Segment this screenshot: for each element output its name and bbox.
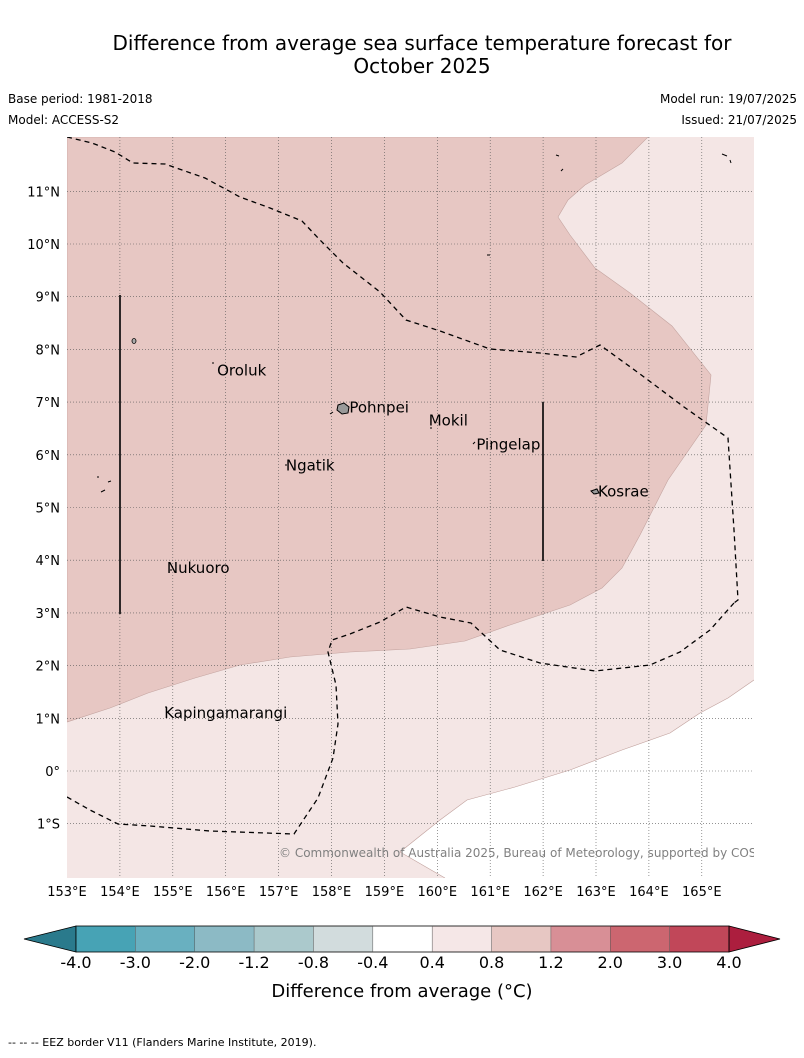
colorbar-tick-label: 0.4: [419, 953, 444, 972]
colorbar-segment: [76, 926, 136, 952]
longitude-tick-label: 161°E: [470, 885, 510, 900]
longitude-tick-label: 153°E: [47, 885, 87, 900]
colorbar-segment: [669, 926, 729, 952]
latitude-tick-label: 3°N: [36, 607, 61, 622]
colorbar-segment: [550, 926, 611, 952]
colorbar-tick-label: -0.8: [298, 953, 329, 972]
pohnpei-island-icon: [336, 402, 350, 415]
chart-title: Difference from average sea surface temp…: [20, 32, 804, 78]
colorbar: -4.0 -3.0 -2.0 -1.2 -0.8 -0.4 0.4 0.8 1.2 2.0 3.0 4…: [23, 925, 781, 972]
longitude-tick-label: 165°E: [682, 885, 722, 900]
colorbar-tick-label: 2.0: [598, 953, 623, 972]
colorbar-segment: [135, 926, 195, 952]
credit-text: © Commonwealth of Australia 2025, Bureau…: [279, 846, 784, 860]
islet-icon: [131, 338, 137, 344]
latitude-tick-label: 5°N: [36, 502, 61, 517]
colorbar-tick-label: 3.0: [657, 953, 682, 972]
latitude-tick-label: 1°N: [36, 712, 61, 727]
legend-note: -- -- -- EEZ border V11 (Flanders Marine…: [8, 1036, 317, 1049]
place-label: Pingelap: [476, 435, 540, 453]
place-label: Pohnpei: [349, 398, 409, 416]
colorbar-segment: [610, 926, 670, 952]
colorbar-segment: [432, 926, 492, 952]
eez-border: [67, 137, 739, 835]
latitude-tick-label: 7°N: [36, 396, 61, 411]
longitude-tick-label: 164°E: [629, 885, 669, 900]
colorbar-tick-label: 1.2: [538, 953, 563, 972]
colorbar-extension-high: [728, 925, 781, 953]
latitude-tick-label: 2°N: [36, 660, 61, 675]
colorbar-segment: [491, 926, 551, 952]
colorbar-extension-low: [23, 925, 77, 953]
map-panel: Oroluk Pohnpei Mokil Pingelap Ngatik Kosrae Nu…: [67, 137, 784, 878]
latitude-tick-label: 9°N: [36, 291, 61, 306]
colorbar-tick-label: -3.0: [120, 953, 151, 972]
islet-icon: [555, 154, 564, 172]
islet-icon: [329, 411, 334, 415]
anomaly-band-neutral: [400, 680, 754, 878]
latitude-tick-label: 11°N: [27, 185, 60, 200]
latitude-tick-label: 10°N: [27, 238, 60, 253]
colorbar-tick-label: -1.2: [238, 953, 269, 972]
colorbar-segment: [372, 926, 433, 952]
islet-icon: [165, 362, 476, 708]
base-period-text: Base period: 1981-2018: [8, 92, 153, 106]
longitude-tick-label: 156°E: [206, 885, 246, 900]
band-boundary-lower: [399, 679, 754, 878]
place-labels: Oroluk Pohnpei Mokil Pingelap Ngatik Kosrae Nu…: [164, 361, 648, 722]
colorbar-segment: [313, 926, 373, 952]
colorbar-segment: [254, 926, 314, 952]
latitude-tick-label: 8°N: [36, 343, 61, 358]
latitude-tick-label: 6°N: [36, 449, 61, 464]
colorbar-tick-label: -2.0: [179, 953, 210, 972]
anomaly-band-medium: [67, 137, 712, 723]
latitude-axis: 11°N 10°N 9°N 8°N 7°N 6°N 5°N 4°N 3°N 2°N 1°N 0° 1°S: [27, 185, 60, 832]
colorbar-tick-label: -4.0: [60, 953, 91, 972]
issued-text: Issued: 21/07/2025: [681, 113, 797, 127]
colorbar-frame: [75, 925, 730, 953]
longitude-tick-label: 157°E: [259, 885, 299, 900]
longitude-axis: 153°E 154°E 155°E 156°E 157°E 158°E 159°E 160°E…: [47, 885, 721, 900]
longitude-tick-label: 158°E: [312, 885, 352, 900]
longitude-tick-label: 160°E: [418, 885, 458, 900]
place-label: Nukuoro: [167, 559, 230, 577]
colorbar-tick-label: -0.4: [357, 953, 388, 972]
colorbar-segment: [194, 926, 255, 952]
longitude-tick-label: 154°E: [100, 885, 140, 900]
graticule: [67, 137, 754, 878]
place-label: Kosrae: [598, 483, 649, 501]
place-label: Ngatik: [286, 456, 335, 474]
latitude-tick-label: 1°S: [37, 818, 60, 833]
colorbar-tick-label: 4.0: [716, 953, 741, 972]
longitude-tick-label: 163°E: [576, 885, 616, 900]
model-text: Model: ACCESS-S2: [8, 113, 120, 127]
latitude-tick-label: 4°N: [36, 554, 61, 569]
colorbar-tick-label: 0.8: [479, 953, 504, 972]
model-run-text: Model run: 19/07/2025: [659, 92, 797, 106]
islet-icon: [97, 476, 112, 493]
eez-border-south: [67, 602, 735, 835]
title-line-2: October 2025: [353, 54, 491, 78]
longitude-tick-label: 155°E: [153, 885, 193, 900]
longitude-tick-label: 162°E: [523, 885, 563, 900]
longitude-tick-label: 159°E: [365, 885, 405, 900]
place-label: Oroluk: [217, 361, 266, 379]
islet-icon: [721, 153, 732, 164]
place-label: Kapingamarangi: [164, 704, 287, 722]
place-label: Mokil: [429, 412, 468, 430]
colorbar-label: Difference from average (°C): [271, 981, 532, 1002]
latitude-tick-label: 0°: [45, 765, 60, 780]
kosrae-island-icon: [590, 488, 600, 495]
eez-border-north: [67, 137, 739, 604]
title-line-1: Difference from average sea surface temp…: [112, 31, 732, 55]
